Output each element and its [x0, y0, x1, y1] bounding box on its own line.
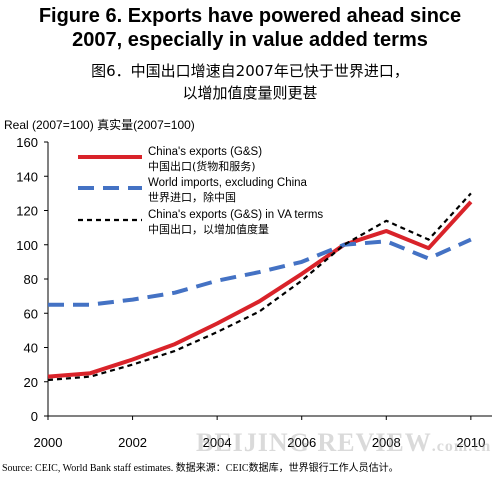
series-line-1: [47, 200, 473, 379]
x-tick-label: 2000: [34, 435, 63, 450]
y-tick-label: 160: [16, 135, 38, 150]
title-line-1: Figure 6. Exports have powered ahead sin…: [38, 5, 462, 27]
watermark: BEIJING REVIEW.com.cn: [196, 428, 491, 458]
x-tick-label: 2004: [203, 435, 232, 450]
chart-title-english: Figure 6. Exports have powered ahead sin…: [0, 4, 500, 52]
y-tick-label: 20: [24, 375, 38, 390]
watermark-suffix: .com.cn: [431, 438, 492, 455]
y-tick-label: 60: [24, 306, 38, 321]
chart-title-chinese: 图6．中国出口增速自2007年已快于世界进口， 以增加值度量则更甚: [0, 60, 500, 104]
y-tick-label: 0: [31, 409, 38, 424]
watermark-main: BEIJING REVIEW: [196, 428, 432, 457]
title-cn-line-1: 图6．中国出口增速自2007年已快于世界进口，: [91, 62, 409, 80]
y-axis-label: Real (2007=100) 真实量(2007=100): [4, 118, 195, 132]
legend-label-cn-2: 世界进口，除中国: [148, 190, 236, 204]
title-line-2: 2007, especially in value added terms: [72, 29, 428, 51]
series-line-2: [48, 237, 472, 307]
legend-label-en-3: China's exports (G&S) in VA terms: [148, 209, 323, 221]
x-tick-label: 2010: [456, 435, 485, 450]
legend-label-en-1: China's exports (G&S): [148, 146, 262, 158]
x-tick-label: 2008: [372, 435, 401, 450]
series-line-3: [47, 192, 472, 382]
x-tick-label: 2002: [118, 435, 147, 450]
y-tick-label: 40: [24, 341, 38, 356]
title-cn-line-2: 以增加值度量则更甚: [182, 84, 318, 102]
legend-label-cn-1: 中国出口(货物和服务): [148, 159, 256, 173]
legend-label-en-2: World imports, excluding China: [148, 177, 308, 189]
y-tick-label: 100: [16, 238, 38, 253]
y-tick-label: 80: [24, 272, 38, 287]
legend-label-cn-3: 中国出口，以增加值度量: [148, 222, 269, 236]
x-tick-label: 2006: [287, 435, 316, 450]
y-tick-label: 120: [16, 204, 38, 219]
y-tick-label: 140: [16, 169, 38, 184]
source-note: Source: CEIC, World Bank staff estimates…: [2, 463, 399, 474]
